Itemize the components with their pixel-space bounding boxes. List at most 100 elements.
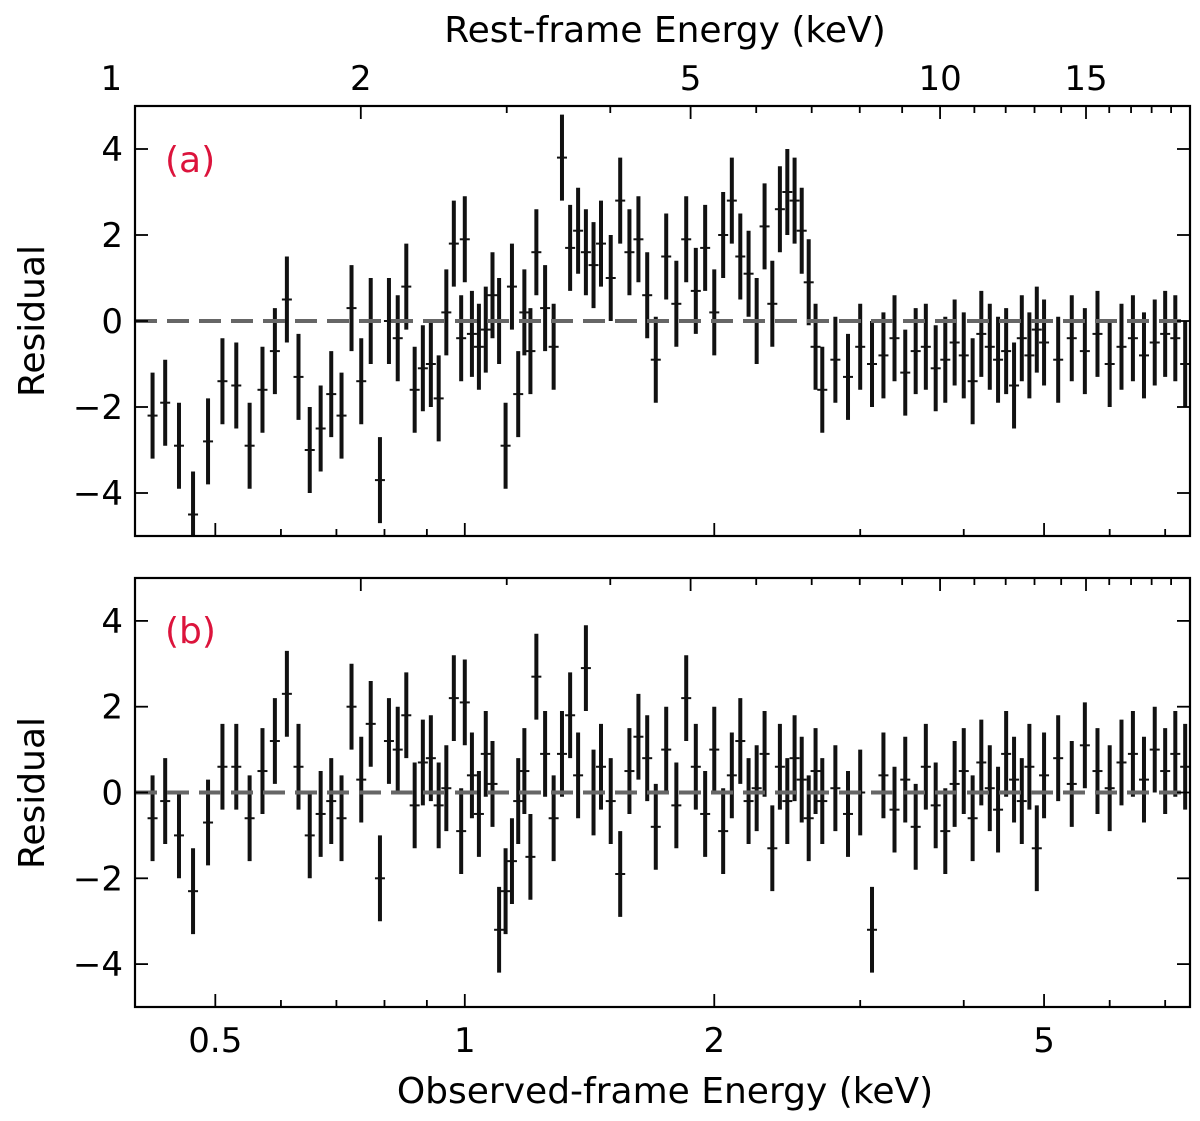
- data-point: [315, 771, 326, 857]
- data-point: [681, 196, 692, 283]
- data-point: [556, 710, 567, 797]
- data-point: [374, 835, 385, 922]
- data-point: [346, 663, 357, 750]
- data-point: [500, 848, 511, 935]
- y-tick-label: 4: [101, 602, 123, 642]
- data-point: [281, 650, 292, 737]
- data-point: [993, 766, 1004, 853]
- data-point: [293, 723, 304, 810]
- data-point: [830, 745, 841, 832]
- data-point: [940, 788, 951, 875]
- data-point: [383, 698, 394, 784]
- data-point: [304, 792, 315, 879]
- data-point: [173, 792, 184, 879]
- top-tick-label: 1: [101, 59, 123, 99]
- data-point: [1138, 736, 1149, 823]
- data-point: [642, 252, 653, 339]
- data-point: [433, 355, 444, 442]
- y-tick-label: 2: [101, 216, 123, 256]
- panel-a-data-points: [147, 114, 1191, 536]
- panel-a-label: (a): [165, 140, 215, 181]
- panel-b-label: (b): [165, 611, 216, 652]
- data-point: [160, 359, 171, 446]
- data-point: [782, 758, 793, 844]
- data-point: [480, 286, 491, 373]
- data-point: [1039, 299, 1050, 386]
- data-point: [257, 728, 268, 814]
- data-point: [459, 196, 470, 283]
- data-point: [519, 269, 530, 356]
- data-point: [1039, 732, 1050, 819]
- data-point: [346, 265, 357, 352]
- data-point: [1149, 299, 1160, 386]
- panel-b: −4 −2 0 2 4 0.5 1 2 5 (b) Residual Observed-fra…: [12, 576, 1192, 1112]
- data-point: [425, 715, 436, 802]
- data-point: [1031, 286, 1042, 373]
- data-point: [456, 788, 467, 875]
- data-point: [817, 758, 828, 844]
- data-point: [433, 762, 444, 849]
- data-point: [735, 213, 746, 300]
- data-point: [650, 316, 661, 403]
- data-point: [487, 252, 498, 339]
- data-point: [810, 303, 821, 390]
- data-point: [494, 886, 505, 973]
- data-point: [217, 723, 228, 810]
- data-point: [1138, 312, 1149, 399]
- data-point: [624, 209, 635, 296]
- data-point: [782, 149, 793, 235]
- data-point: [984, 303, 995, 390]
- data-point: [1092, 290, 1103, 377]
- data-point: [1104, 321, 1115, 407]
- data-point: [789, 715, 800, 802]
- data-point: [173, 402, 184, 489]
- data-point: [661, 706, 672, 793]
- data-point: [1066, 295, 1077, 382]
- data-point: [565, 204, 576, 291]
- data-point: [930, 325, 941, 412]
- data-point: [466, 290, 477, 377]
- data-point: [671, 260, 682, 347]
- data-point: [726, 732, 737, 819]
- y-tick-label: −2: [73, 388, 123, 428]
- data-point: [188, 848, 199, 935]
- data-point: [336, 775, 347, 862]
- data-point: [326, 758, 337, 844]
- data-point: [401, 243, 412, 330]
- data-point: [1116, 719, 1127, 806]
- top-tick-label: 5: [680, 59, 702, 99]
- data-point: [830, 316, 841, 403]
- data-point: [1009, 342, 1020, 429]
- panel-a-y-tick-labels: −4 −2 0 2 4: [73, 130, 123, 514]
- data-point: [540, 710, 551, 797]
- data-point: [417, 719, 428, 806]
- data-point: [374, 437, 385, 524]
- data-point: [487, 741, 498, 827]
- data-point: [1024, 723, 1035, 810]
- data-point: [506, 818, 517, 905]
- data-point: [671, 762, 682, 849]
- data-point: [1031, 805, 1042, 892]
- data-point: [540, 265, 551, 352]
- data-point: [425, 321, 436, 407]
- data-point: [774, 166, 785, 253]
- data-point: [774, 723, 785, 810]
- y-tick-label: 0: [101, 774, 123, 814]
- data-point: [1104, 745, 1115, 832]
- data-point: [615, 831, 626, 917]
- x-tick-label: 5: [1033, 1021, 1055, 1061]
- data-point: [365, 680, 376, 767]
- data-point: [642, 715, 653, 802]
- data-point: [409, 762, 420, 849]
- data-point: [1160, 290, 1171, 377]
- data-point: [392, 706, 403, 793]
- data-point: [596, 200, 607, 287]
- data-point: [735, 698, 746, 784]
- data-point: [392, 295, 403, 382]
- panel-b-y-axis-title: Residual: [12, 717, 53, 869]
- data-point: [920, 723, 931, 810]
- data-point: [803, 775, 814, 862]
- data-point: [531, 209, 542, 296]
- data-point: [1053, 316, 1064, 403]
- data-point: [459, 659, 470, 746]
